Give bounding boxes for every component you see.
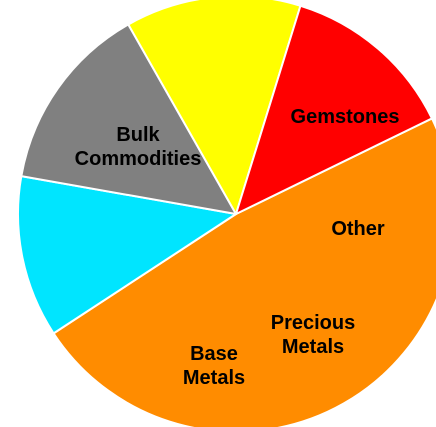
slice-label-other: Other bbox=[331, 218, 385, 240]
pie-slice-bulk-commodities bbox=[52, 117, 436, 427]
slice-label-line: Commodities bbox=[75, 148, 202, 170]
slice-label-line: Precious bbox=[271, 312, 355, 334]
pie-slices bbox=[17, 0, 436, 427]
slice-label-gemstones: Gemstones bbox=[291, 106, 400, 128]
slice-label-line: Base bbox=[190, 343, 238, 365]
pie-slice-gemstones bbox=[17, 175, 237, 335]
slice-label-line: Gemstones bbox=[291, 106, 400, 128]
slice-label-line: Bulk bbox=[116, 124, 160, 146]
slice-label-line: Other bbox=[331, 218, 385, 240]
slice-label-base-metals: Base Metals bbox=[183, 343, 245, 389]
pie-slice-other bbox=[20, 23, 237, 215]
pie-slice-precious-metals bbox=[127, 0, 302, 215]
slice-label-bulk-commodities: Bulk Commodities bbox=[75, 124, 202, 170]
pie-slice-base-metals bbox=[235, 4, 433, 215]
slice-label-line: Metals bbox=[183, 367, 245, 389]
slice-label-line: Metals bbox=[282, 336, 344, 358]
slice-label-precious-metals: Precious Metals bbox=[271, 312, 355, 358]
